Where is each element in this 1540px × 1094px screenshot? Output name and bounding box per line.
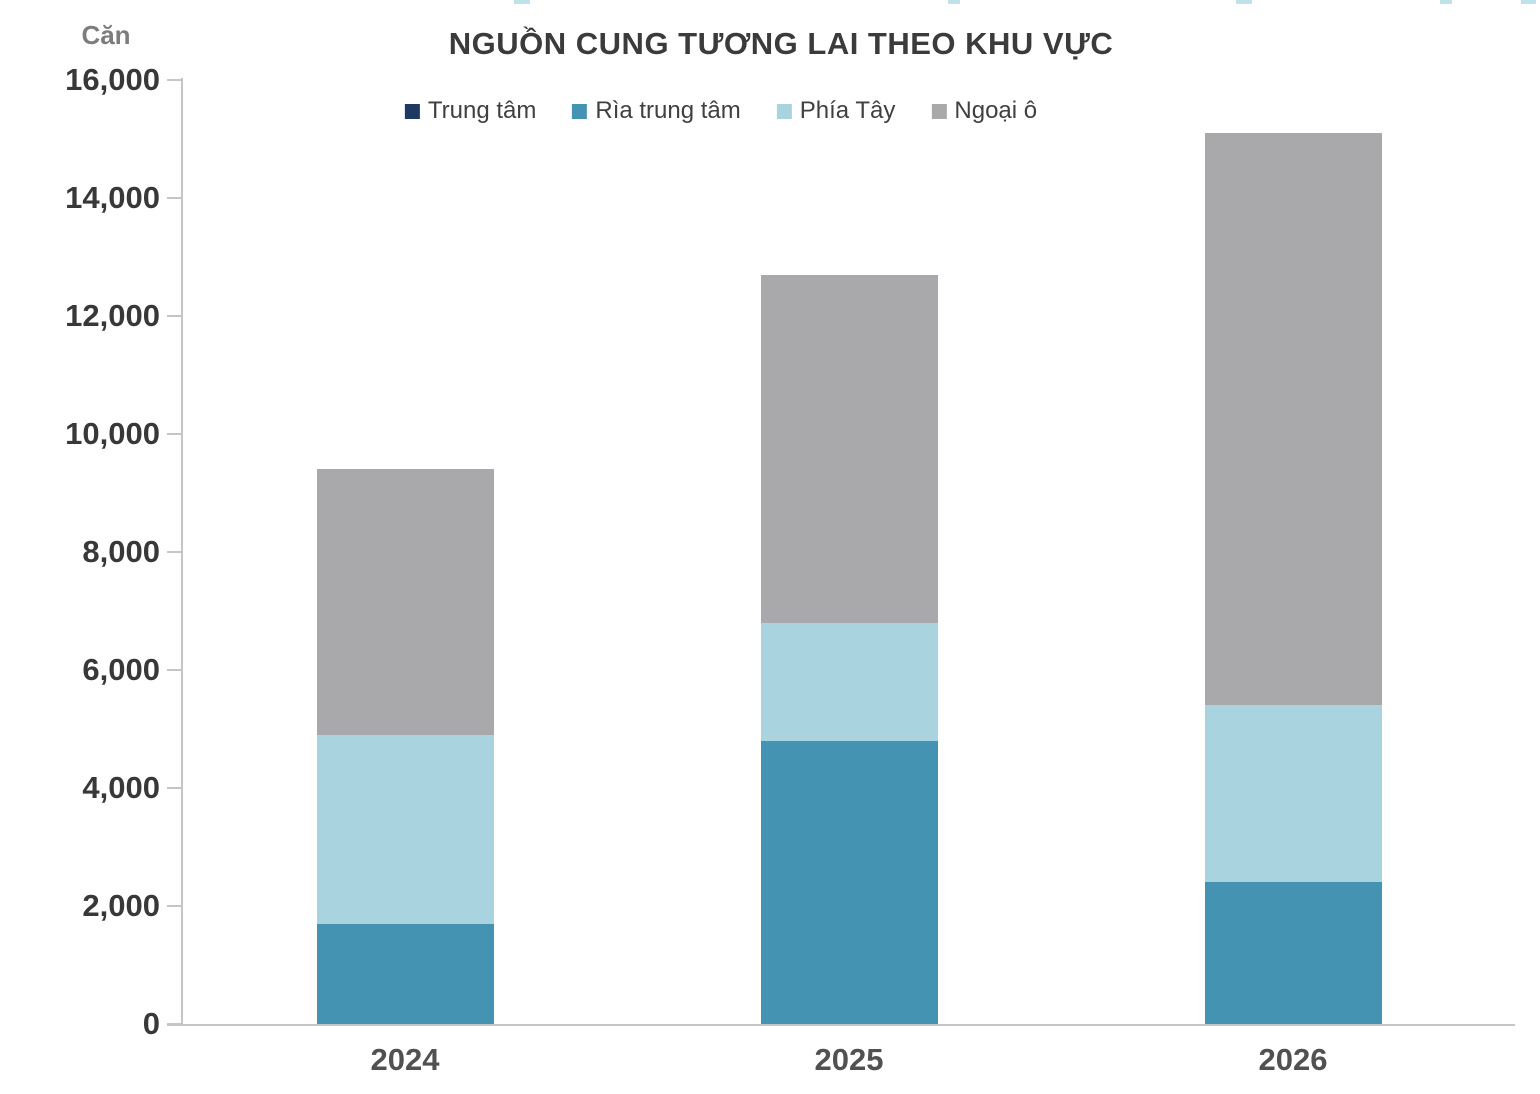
y-tick-0 [167, 1023, 183, 1025]
bar-segment-2025-ngoai-o [760, 274, 938, 623]
legend-swatch-icon [776, 103, 792, 119]
y-tick-label-16000: 16,000 [65, 62, 160, 97]
chart-title: NGUỒN CUNG TƯƠNG LAI THEO KHU VỰC [448, 26, 1114, 61]
y-tick-label-2000: 2,000 [82, 888, 160, 923]
y-tick-10000 [167, 433, 183, 435]
y-tick-label-4000: 4,000 [82, 770, 160, 805]
cropped-text-artifact [948, 0, 960, 4]
legend-item-phia-tay: Phía Tây [776, 97, 896, 125]
legend-label: Rìa trung tâm [595, 97, 741, 124]
legend-label: Trung tâm [427, 97, 537, 124]
legend-swatch-icon [404, 103, 420, 119]
bar-segment-2024-ria-trung-tam [316, 923, 494, 1024]
y-tick-label-0: 0 [142, 1006, 160, 1041]
cropped-text-artifact [1236, 0, 1252, 4]
bar-segment-2024-ngoai-o [316, 469, 494, 735]
legend-label: Ngoại ô [954, 97, 1038, 124]
cropped-text-artifact [1521, 0, 1536, 4]
bar-segment-2026-ria-trung-tam [1204, 882, 1382, 1024]
legend-swatch-icon [931, 103, 947, 119]
legend-swatch-icon [572, 103, 588, 119]
bar-segment-2024-phia-tay [316, 734, 494, 924]
legend-item-ria-trung-tam: Rìa trung tâm [572, 97, 741, 125]
legend-item-ngoai-o: Ngoại ô [931, 97, 1037, 125]
legend-item-trung-tam: Trung tâm [404, 97, 537, 125]
cropped-text-artifact [1440, 0, 1452, 4]
legend: Trung tâm Rìa trung tâm Phía Tây Ngoại ô [404, 97, 1037, 125]
x-axis-line [167, 1024, 1515, 1026]
y-tick-label-8000: 8,000 [82, 534, 160, 569]
y-tick-4000 [167, 787, 183, 789]
y-tick-6000 [167, 669, 183, 671]
y-tick-label-10000: 10,000 [65, 416, 160, 451]
y-tick-label-12000: 12,000 [65, 298, 160, 333]
legend-label: Phía Tây [799, 97, 896, 124]
y-tick-16000 [167, 79, 183, 81]
x-axis-label-2025: 2025 [814, 1042, 884, 1077]
bar-segment-2026-phia-tay [1204, 705, 1382, 883]
y-tick-label-14000: 14,000 [65, 180, 160, 215]
bar-segment-2026-ngoai-o [1204, 133, 1382, 706]
x-axis-label-2026: 2026 [1258, 1042, 1328, 1077]
y-tick-2000 [167, 905, 183, 907]
x-axis-label-2024: 2024 [370, 1042, 440, 1077]
cropped-text-artifact [514, 0, 530, 4]
bar-segment-2025-ria-trung-tam [760, 740, 938, 1024]
y-tick-14000 [167, 197, 183, 199]
y-tick-label-6000: 6,000 [82, 652, 160, 687]
y-tick-8000 [167, 551, 183, 553]
y-axis-unit-label: Căn [81, 20, 131, 50]
y-tick-12000 [167, 315, 183, 317]
bar-segment-2025-phia-tay [760, 622, 938, 741]
